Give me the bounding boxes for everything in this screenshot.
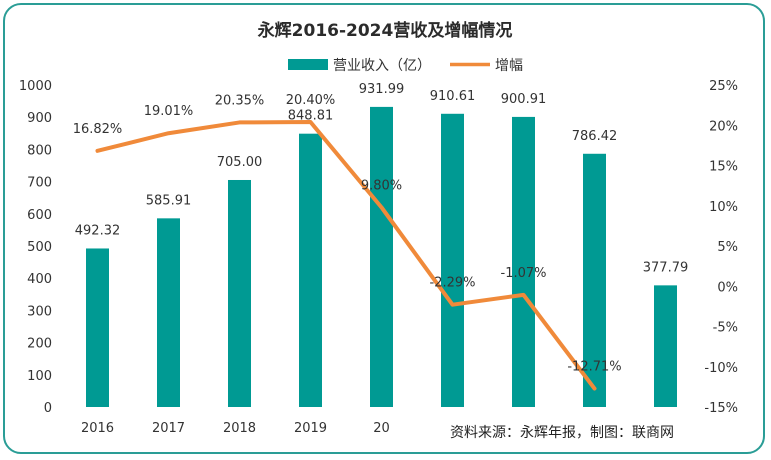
y-left-tick-label: 300: [27, 304, 52, 319]
x-tick-label: 2016: [81, 421, 114, 436]
revenue-bar: [441, 113, 464, 408]
growth-data-label: -12.71%: [567, 360, 621, 375]
revenue-data-label: 377.79: [643, 260, 689, 275]
chart-title: 永辉2016-2024营收及增幅情况: [257, 20, 513, 41]
y-left-tick-label: 100: [27, 369, 52, 384]
revenue-bar: [299, 133, 322, 408]
growth-data-label: 9.80%: [361, 178, 402, 193]
growth-data-label: 20.40%: [286, 93, 336, 108]
legend-label-growth: 增幅: [495, 58, 523, 74]
y-left-tick-label: 600: [27, 208, 52, 223]
y-left-tick-label: 700: [27, 176, 52, 191]
revenue-bar: [86, 248, 109, 407]
x-tick-label: 2017: [152, 421, 185, 436]
y-right-tick-label: -15%: [704, 401, 738, 416]
revenue-bar: [583, 153, 606, 407]
revenue-data-label: 931.99: [359, 82, 405, 97]
source-note: 资料来源：永辉年报，制图：联商网: [450, 425, 674, 441]
revenue-data-label: 585.91: [146, 193, 192, 208]
revenue-data-label: 786.42: [572, 129, 618, 144]
revenue-bar: [512, 116, 535, 407]
y-right-tick-label: 20%: [709, 119, 738, 134]
revenue-bar: [370, 106, 393, 407]
y-left-tick-label: 800: [27, 143, 52, 158]
y-left-tick-label: 500: [27, 240, 52, 255]
legend-swatch-revenue: [288, 59, 328, 70]
revenue-data-label: 900.91: [501, 92, 547, 107]
revenue-data-label: 492.32: [75, 223, 121, 238]
revenue-bar: [228, 179, 251, 407]
legend-label-revenue: 营业收入（亿）: [333, 58, 431, 74]
y-left-tick-label: 0: [44, 401, 52, 416]
y-right-tick-label: 15%: [709, 160, 738, 175]
y-right-tick-label: 25%: [709, 79, 738, 94]
growth-data-label: 16.82%: [73, 122, 123, 137]
revenue-bar: [157, 218, 180, 407]
y-right-tick-label: 0%: [717, 280, 738, 295]
revenue-bar: [654, 285, 677, 407]
revenue-data-label: 910.61: [430, 89, 476, 104]
growth-line: [95, 120, 597, 391]
revenue-data-label: 705.00: [217, 155, 263, 170]
revenue-data-label: 848.81: [288, 109, 334, 124]
y-left-tick-label: 1000: [19, 79, 52, 94]
x-tick-label: 2018: [223, 421, 256, 436]
x-tick-label: 2019: [294, 421, 327, 436]
growth-data-label: -1.07%: [501, 266, 547, 281]
y-right-tick-label: 10%: [709, 200, 738, 215]
plot-area: 0 100 200 300 400 500 600 700 800 900 1000 -15% -10%…: [19, 79, 738, 436]
y-left-tick-label: 900: [27, 111, 52, 126]
y-right-tick-label: -5%: [713, 321, 738, 336]
growth-data-label: 19.01%: [144, 104, 194, 119]
y-right-tick-label: -10%: [704, 361, 738, 376]
growth-data-label: -2.29%: [430, 276, 476, 291]
growth-data-label: 20.35%: [215, 93, 265, 108]
y-left-tick-label: 400: [27, 272, 52, 287]
y-left-tick-label: 200: [27, 337, 52, 352]
legend: 营业收入（亿） 增幅: [288, 58, 523, 74]
y-right-tick-label: 5%: [717, 240, 738, 255]
x-tick-label: 20: [373, 421, 390, 436]
